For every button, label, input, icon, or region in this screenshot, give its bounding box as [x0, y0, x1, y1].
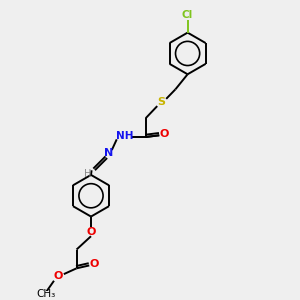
Text: S: S — [158, 97, 166, 107]
Text: CH₃: CH₃ — [37, 290, 56, 299]
Text: O: O — [160, 129, 169, 139]
Text: Cl: Cl — [182, 10, 193, 20]
Text: O: O — [86, 226, 96, 237]
Text: O: O — [54, 272, 63, 281]
Text: H: H — [84, 169, 91, 179]
Text: O: O — [90, 259, 99, 269]
Text: N: N — [104, 148, 114, 158]
Text: NH: NH — [116, 131, 134, 141]
